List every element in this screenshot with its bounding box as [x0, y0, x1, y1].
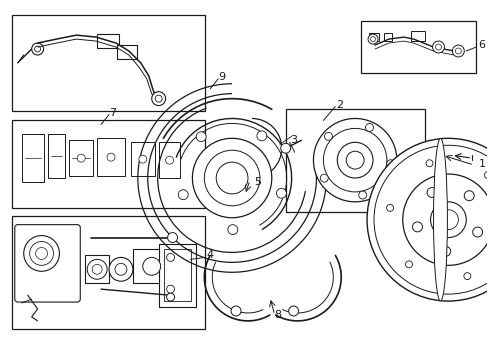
Circle shape — [426, 188, 436, 197]
Bar — [163, 249, 191, 301]
Bar — [117, 45, 137, 59]
Bar — [12, 216, 205, 329]
Bar — [158, 243, 196, 307]
Circle shape — [313, 118, 396, 202]
Circle shape — [320, 174, 327, 182]
Circle shape — [366, 138, 488, 301]
Text: 1: 1 — [478, 159, 485, 169]
Circle shape — [405, 261, 411, 268]
Circle shape — [412, 222, 422, 232]
Circle shape — [166, 293, 174, 301]
Circle shape — [77, 154, 85, 162]
Circle shape — [373, 145, 488, 294]
Circle shape — [440, 246, 450, 256]
Circle shape — [196, 132, 206, 142]
Circle shape — [438, 210, 457, 230]
Circle shape — [429, 202, 466, 238]
Ellipse shape — [433, 138, 447, 301]
Circle shape — [370, 37, 375, 41]
Bar — [47, 134, 65, 178]
Circle shape — [425, 160, 432, 167]
Circle shape — [192, 138, 271, 218]
Circle shape — [463, 273, 470, 280]
Circle shape — [280, 143, 290, 153]
Circle shape — [472, 227, 482, 237]
Text: 5: 5 — [254, 177, 261, 187]
Circle shape — [155, 95, 162, 102]
Circle shape — [216, 162, 247, 194]
Circle shape — [32, 43, 43, 55]
Text: 9: 9 — [218, 72, 225, 82]
Circle shape — [227, 225, 237, 235]
Circle shape — [256, 131, 266, 141]
Bar — [97, 34, 119, 48]
Text: 4: 4 — [206, 251, 213, 260]
Circle shape — [358, 191, 366, 199]
Circle shape — [142, 257, 161, 275]
Circle shape — [288, 306, 298, 316]
Bar — [368, 33, 378, 41]
Circle shape — [454, 48, 460, 54]
Bar — [12, 15, 205, 111]
Bar — [97, 138, 124, 176]
Circle shape — [386, 160, 394, 168]
Bar — [133, 249, 170, 283]
Circle shape — [109, 257, 133, 281]
Bar — [21, 134, 43, 182]
Text: 2: 2 — [335, 100, 342, 109]
Circle shape — [30, 242, 53, 265]
Text: 6: 6 — [478, 40, 485, 50]
Circle shape — [139, 155, 146, 163]
Text: 3: 3 — [289, 135, 297, 145]
Circle shape — [463, 191, 473, 201]
Text: 8: 8 — [274, 310, 281, 320]
Circle shape — [107, 153, 115, 161]
Circle shape — [35, 46, 41, 52]
Circle shape — [151, 92, 165, 105]
Circle shape — [165, 156, 173, 164]
Circle shape — [386, 204, 393, 211]
Bar — [69, 140, 93, 176]
Bar — [410, 31, 424, 41]
Bar — [360, 21, 475, 73]
Circle shape — [204, 150, 259, 206]
Bar — [158, 142, 180, 178]
Circle shape — [365, 123, 373, 131]
Bar — [285, 109, 424, 212]
Circle shape — [166, 285, 174, 293]
Circle shape — [324, 132, 332, 140]
Circle shape — [87, 260, 107, 279]
Circle shape — [92, 264, 102, 274]
Circle shape — [337, 142, 372, 178]
Circle shape — [402, 174, 488, 265]
Circle shape — [24, 235, 60, 271]
Circle shape — [346, 151, 364, 169]
Circle shape — [36, 247, 47, 260]
Circle shape — [231, 306, 241, 316]
Circle shape — [276, 188, 286, 198]
Bar — [131, 142, 154, 176]
Text: 7: 7 — [109, 108, 116, 117]
Circle shape — [115, 264, 127, 275]
Circle shape — [484, 172, 488, 179]
Bar — [383, 33, 391, 41]
Circle shape — [178, 190, 188, 199]
Bar — [12, 121, 205, 208]
Circle shape — [166, 253, 174, 261]
Circle shape — [451, 45, 463, 57]
Bar — [85, 255, 109, 283]
FancyBboxPatch shape — [15, 225, 80, 302]
Circle shape — [435, 44, 441, 50]
Circle shape — [367, 34, 377, 44]
Circle shape — [323, 129, 386, 192]
Circle shape — [432, 41, 444, 53]
Circle shape — [167, 233, 177, 243]
